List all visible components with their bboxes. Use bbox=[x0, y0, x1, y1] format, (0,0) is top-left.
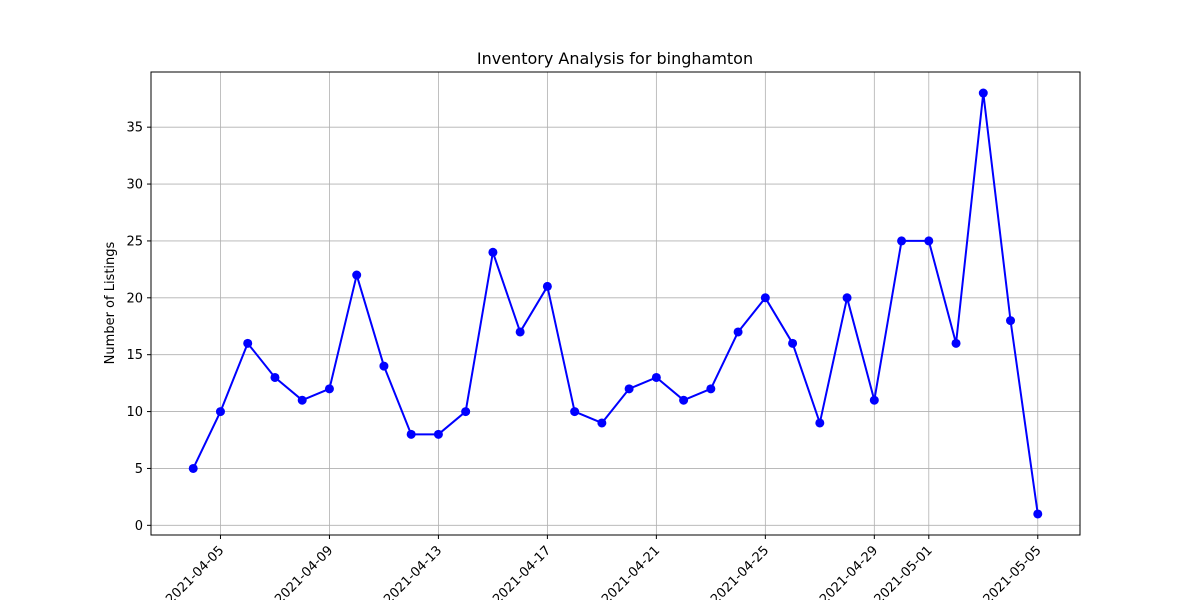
plot-area bbox=[150, 71, 1081, 536]
y-tick-label: 10 bbox=[126, 405, 143, 420]
data-point bbox=[706, 384, 716, 394]
data-point bbox=[297, 395, 307, 405]
data-point bbox=[869, 395, 879, 405]
data-point bbox=[951, 338, 961, 348]
data-point bbox=[433, 429, 443, 439]
data-point bbox=[379, 361, 389, 371]
data-point bbox=[188, 463, 198, 473]
data-point bbox=[1033, 509, 1043, 519]
data-point bbox=[243, 338, 253, 348]
y-tick-label: 0 bbox=[135, 519, 143, 534]
y-tick-label: 15 bbox=[126, 348, 143, 363]
data-point bbox=[488, 247, 498, 257]
y-tick-label: 30 bbox=[126, 178, 143, 193]
data-point bbox=[406, 429, 416, 439]
data-point bbox=[270, 372, 280, 382]
data-point bbox=[624, 384, 634, 394]
data-point bbox=[733, 327, 743, 337]
data-point bbox=[815, 418, 825, 428]
data-point bbox=[842, 293, 852, 303]
y-tick-label: 20 bbox=[126, 291, 143, 306]
series-line bbox=[192, 92, 1039, 515]
data-point bbox=[924, 236, 934, 246]
data-point bbox=[515, 327, 525, 337]
data-point bbox=[651, 372, 661, 382]
x-tick-label: 2021-04-13 bbox=[381, 543, 445, 600]
data-point bbox=[788, 338, 798, 348]
x-tick-label: 2021-04-09 bbox=[272, 543, 336, 600]
axis-ticks: 0 5 10 15 20 25 30 35 2021-04-05 2021-04-09 2021-0… bbox=[126, 121, 1044, 600]
x-tick-label: 2021-05-05 bbox=[981, 543, 1045, 600]
y-tick-label: 35 bbox=[126, 121, 143, 136]
x-tick-label: 2021-04-29 bbox=[817, 543, 881, 600]
x-tick-label: 2021-04-05 bbox=[163, 543, 227, 600]
data-point bbox=[215, 407, 225, 417]
chart-title: Inventory Analysis for binghamton bbox=[477, 49, 753, 68]
data-point bbox=[597, 418, 607, 428]
x-tick-label: 2021-04-21 bbox=[599, 543, 663, 600]
y-axis-label: Number of Listings bbox=[103, 241, 118, 364]
series-listings bbox=[188, 88, 1043, 519]
grid-lines bbox=[151, 72, 1080, 535]
data-point bbox=[897, 236, 907, 246]
data-point bbox=[461, 407, 471, 417]
data-point bbox=[679, 395, 689, 405]
data-point bbox=[760, 293, 770, 303]
x-tick-label: 2021-04-17 bbox=[490, 543, 554, 600]
data-point bbox=[352, 270, 362, 280]
y-tick-label: 25 bbox=[126, 234, 143, 249]
data-point bbox=[542, 281, 552, 291]
data-point bbox=[570, 407, 580, 417]
x-tick-label: 2021-04-25 bbox=[708, 543, 772, 600]
data-point bbox=[324, 384, 334, 394]
x-tick-label: 2021-05-01 bbox=[872, 543, 936, 600]
data-point bbox=[978, 88, 988, 98]
data-point bbox=[1006, 316, 1016, 326]
y-tick-label: 5 bbox=[135, 462, 143, 477]
